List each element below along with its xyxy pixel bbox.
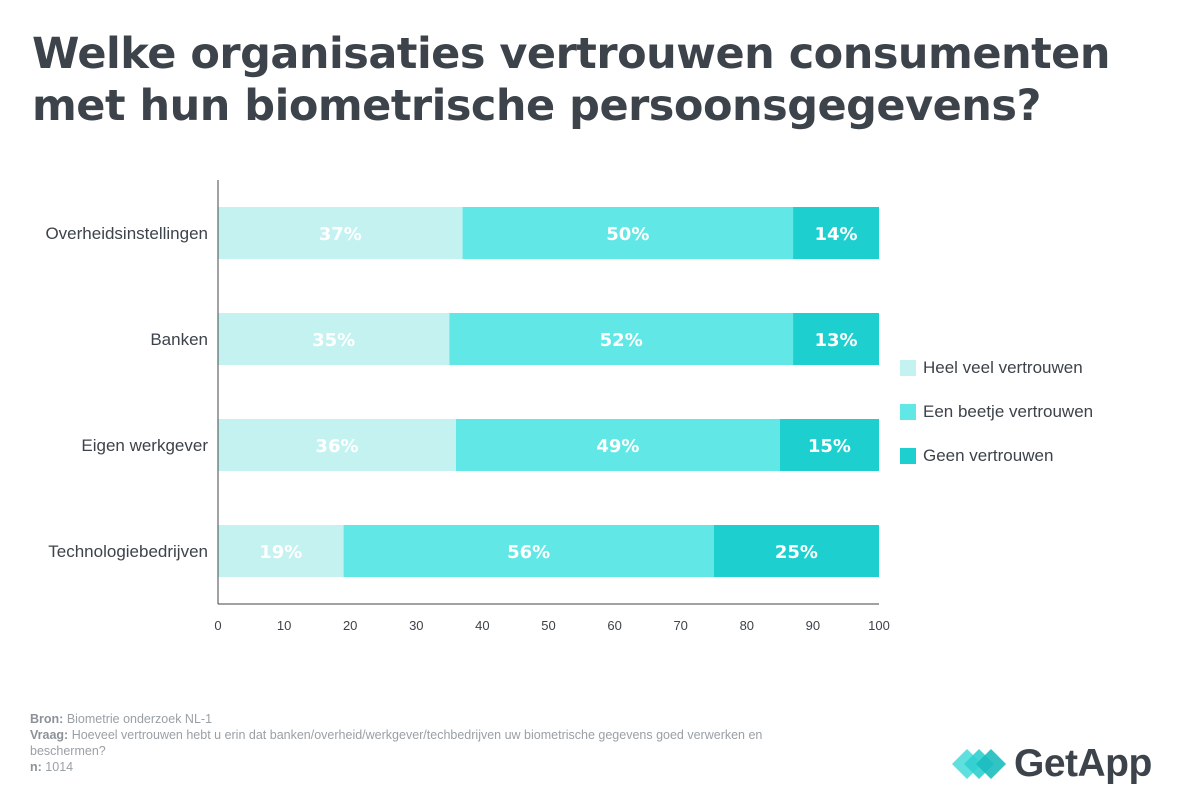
- x-tick-label: 70: [673, 618, 687, 633]
- footer-sample-text: 1014: [45, 760, 74, 774]
- x-tick-label: 60: [607, 618, 621, 633]
- data-label: 56%: [507, 542, 550, 563]
- data-label: 14%: [814, 224, 857, 245]
- legend-item-een-beetje: Een beetje vertrouwen: [900, 401, 1093, 423]
- legend-item-geen: Geen vertrouwen: [900, 445, 1093, 467]
- footer-source: Bron: Biometrie onderzoek NL-1: [30, 711, 830, 727]
- data-label: 50%: [606, 224, 649, 245]
- data-label: 19%: [259, 542, 302, 563]
- category-label: Banken: [150, 330, 208, 349]
- legend-swatch-geen: [900, 448, 916, 464]
- bar-segment: [449, 313, 794, 365]
- bar-segment: [218, 419, 456, 471]
- x-tick-label: 40: [475, 618, 489, 633]
- footer-question-label: Vraag:: [30, 728, 69, 742]
- bar-segment: [462, 207, 794, 259]
- footer-notes: Bron: Biometrie onderzoek NL-1 Vraag: Ho…: [30, 711, 830, 775]
- data-label: 49%: [596, 436, 639, 457]
- bar-segment: [713, 525, 879, 577]
- footer-sample-label: n:: [30, 760, 42, 774]
- x-tick-label: 10: [277, 618, 291, 633]
- legend-label: Geen vertrouwen: [923, 446, 1054, 465]
- x-tick-label: 0: [214, 618, 221, 633]
- x-tick-label: 80: [740, 618, 754, 633]
- bar-segment: [218, 207, 463, 259]
- x-tick-label: 50: [541, 618, 555, 633]
- data-label: 37%: [319, 224, 362, 245]
- bar-segment: [779, 419, 879, 471]
- getapp-logo-text: GetApp: [1014, 742, 1152, 785]
- footer-question-text: Hoeveel vertrouwen hebt u erin dat banke…: [30, 728, 763, 758]
- footer-source-text: Biometrie onderzoek NL-1: [66, 712, 213, 726]
- bar-segment: [793, 313, 879, 365]
- x-tick-label: 100: [868, 618, 890, 633]
- data-label: 36%: [315, 436, 358, 457]
- getapp-logo: GetApp: [950, 742, 1152, 786]
- legend-swatch-een-beetje: [900, 404, 916, 420]
- x-tick-label: 30: [409, 618, 423, 633]
- category-label: Overheidsinstellingen: [45, 224, 208, 243]
- legend-label: Heel veel vertrouwen: [923, 358, 1083, 377]
- x-tick-label: 90: [806, 618, 820, 633]
- bar-segment: [793, 207, 879, 259]
- legend-label: Een beetje vertrouwen: [923, 402, 1094, 421]
- footer-question: Vraag: Hoeveel vertrouwen hebt u erin da…: [30, 727, 830, 759]
- bar-segment: [455, 419, 780, 471]
- data-label: 25%: [775, 542, 818, 563]
- chart-title: Welke organisaties vertrouwen consumente…: [32, 29, 1110, 131]
- category-label: Technologiebedrijven: [48, 542, 208, 561]
- footer-sample: n: 1014: [30, 759, 830, 775]
- category-label: Eigen werkgever: [81, 436, 208, 455]
- data-label: 15%: [808, 436, 851, 457]
- bar-segment: [218, 313, 450, 365]
- getapp-logo-icon: [952, 749, 1006, 779]
- x-tick-label: 20: [343, 618, 357, 633]
- data-label: 35%: [312, 330, 355, 351]
- data-label: 52%: [600, 330, 643, 351]
- legend-item-heel-veel: Heel veel vertrouwen: [900, 357, 1093, 379]
- bar-segment: [343, 525, 714, 577]
- legend: Heel veel vertrouwen Een beetje vertrouw…: [900, 357, 1093, 489]
- legend-swatch-heel-veel: [900, 360, 916, 376]
- data-label: 13%: [814, 330, 857, 351]
- footer-source-label: Bron:: [30, 712, 64, 726]
- bar-segment: [218, 525, 344, 577]
